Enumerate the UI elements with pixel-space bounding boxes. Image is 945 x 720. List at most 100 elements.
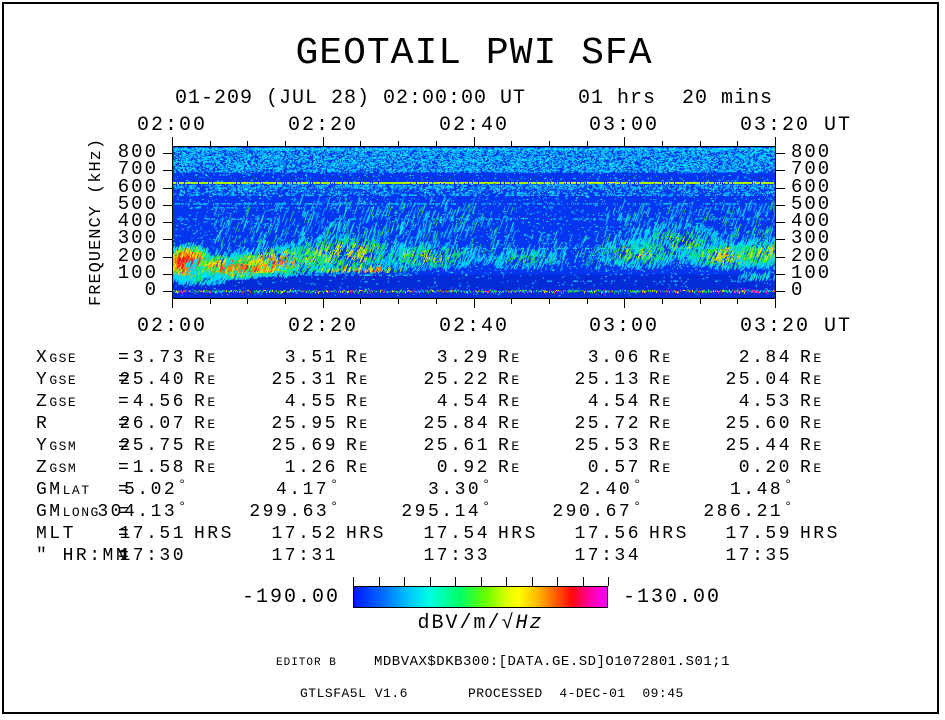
cell-unit-sub: E: [207, 395, 217, 410]
cell-unit-sub: E: [207, 439, 217, 454]
row-label: YGSE: [36, 370, 78, 390]
cell-unit: RE: [800, 458, 823, 478]
cell-value: 0.20: [738, 458, 792, 478]
cell-unit-sub: E: [662, 373, 672, 388]
colorbar-tick: [379, 577, 380, 586]
cell-value: 286.21°: [703, 499, 792, 522]
cell-unit-sub: E: [813, 351, 823, 366]
x-tick-bottom: [247, 299, 248, 304]
cell-unit-sub: E: [207, 351, 217, 366]
cell-unit: RE: [800, 414, 823, 434]
cell-value: 25.61: [423, 436, 490, 456]
equals-sign: =: [118, 480, 132, 500]
time-tick-label-bottom: 02:40: [438, 315, 509, 338]
cell-value: 5.02°: [123, 477, 186, 500]
cell-value: 25.44: [725, 436, 792, 456]
x-tick-bottom: [700, 299, 701, 304]
x-tick-top: [247, 141, 248, 146]
cell-unit-sub: E: [813, 461, 823, 476]
cell-unit: RE: [346, 436, 369, 456]
freq-tick-label-right: 0: [791, 279, 805, 301]
row-label-sub: GSM: [49, 439, 78, 454]
x-tick-bottom: [436, 299, 437, 304]
cell-value: 2.84: [738, 348, 792, 368]
cell-unit: RE: [346, 370, 369, 390]
colorbar-tick: [557, 577, 558, 586]
colorbar-tick: [532, 577, 533, 586]
cell-unit-sub: E: [813, 417, 823, 432]
cell-unit: RE: [498, 370, 521, 390]
degree-symbol: °: [178, 499, 186, 514]
x-tick-top: [172, 137, 173, 146]
row-label: ZGSE: [36, 392, 78, 412]
equals-sign: =: [118, 524, 132, 544]
cell-unit-sub: E: [662, 395, 672, 410]
cell-value: 299.63°: [249, 499, 338, 522]
x-tick-bottom: [360, 299, 361, 304]
table-row: GMLONG = 304.13° 299.63° 295.14° 290.67° 286.2…: [0, 499, 945, 522]
freq-tick-label-right: 800: [791, 141, 832, 163]
cell-value: 17.51: [119, 524, 186, 544]
freq-tick-label-left: 300: [117, 227, 158, 249]
y-tick-left: [163, 274, 172, 275]
cell-unit: RE: [649, 348, 672, 368]
table-row: " HR:MN = 17:30 17:31 17:33 17:34 17:35: [0, 546, 945, 566]
cell-unit-sub: E: [813, 373, 823, 388]
cell-unit: RE: [498, 414, 521, 434]
cell-value: 17:31: [271, 546, 338, 566]
x-tick-bottom: [285, 299, 286, 304]
x-tick-bottom: [624, 299, 625, 308]
row-label-sub: LAT: [62, 483, 91, 498]
cell-value: 0.57: [587, 458, 641, 478]
row-label-sub: GSE: [49, 395, 78, 410]
x-tick-top: [511, 141, 512, 146]
cell-value: 3.51: [284, 348, 338, 368]
cell-unit-sub: E: [207, 373, 217, 388]
cell-value: 25.69: [271, 436, 338, 456]
cell-unit: RE: [194, 436, 217, 456]
cell-unit-sub: E: [511, 439, 521, 454]
freq-tick-label-right: 100: [791, 262, 832, 284]
cell-value: 17:34: [574, 546, 641, 566]
degree-symbol: °: [330, 499, 338, 514]
y-tick-right: [776, 291, 785, 292]
time-unit-bottom: UT: [824, 315, 853, 338]
cell-unit: HRS: [498, 524, 538, 544]
cell-unit-sub: E: [511, 461, 521, 476]
cell-unit: HRS: [346, 524, 386, 544]
colorbar-tick: [404, 577, 405, 586]
row-label: XGSE: [36, 348, 78, 368]
cell-unit-sub: E: [813, 439, 823, 454]
row-label-sub: GSE: [49, 373, 78, 388]
x-tick-bottom: [323, 299, 324, 308]
cell-value: 17:33: [423, 546, 490, 566]
cell-value: 290.67°: [552, 499, 641, 522]
x-tick-bottom: [172, 299, 173, 308]
equals-sign: =: [118, 436, 132, 456]
cell-unit-sub: E: [511, 351, 521, 366]
table-row: GMLAT = 5.02° 4.17° 3.30° 2.40° 1.48°: [0, 477, 945, 500]
y-tick-left: [163, 222, 172, 223]
x-tick-bottom: [511, 299, 512, 304]
cell-value: 25.84: [423, 414, 490, 434]
cell-value: 0.92: [436, 458, 490, 478]
colorbar-min-label: -190.00: [241, 586, 340, 609]
cell-unit-sub: E: [511, 395, 521, 410]
cell-unit: HRS: [800, 524, 840, 544]
row-label: GMLONG: [36, 502, 100, 522]
cell-value: 25.72: [574, 414, 641, 434]
table-row: XGSE = 3.73 RE 3.51 RE 3.29 RE 3.06 RE 2.84 RE: [0, 348, 945, 368]
y-tick-left: [163, 257, 172, 258]
cell-value: 4.56: [132, 392, 186, 412]
cell-unit: RE: [498, 348, 521, 368]
x-tick-top: [737, 141, 738, 146]
colorbar-unit-prefix: dBV/m/√: [417, 612, 516, 635]
plot-subtitle: 01-209 (JUL 28) 02:00:00 UT 01 hrs 20 mi…: [174, 87, 774, 110]
colorbar-tick: [608, 577, 609, 586]
degree-symbol: °: [330, 477, 338, 492]
x-tick-bottom: [398, 299, 399, 304]
cell-value: 4.55: [284, 392, 338, 412]
degree-symbol: °: [482, 477, 490, 492]
cell-value: 17.52: [271, 524, 338, 544]
